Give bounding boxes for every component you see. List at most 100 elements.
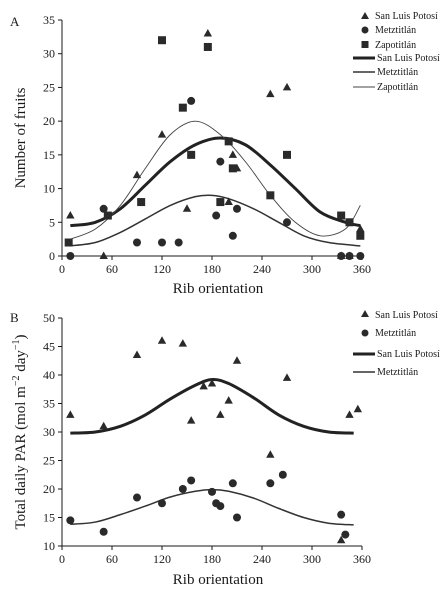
data-point-triangle: [132, 350, 142, 359]
data-point-circle: [266, 479, 275, 488]
panel-b-x-axis-title: Rib orientation: [173, 572, 264, 588]
x-tick-label: 0: [59, 262, 65, 276]
x-tick-label: 180: [203, 262, 221, 276]
data-point-square: [64, 238, 73, 247]
data-point-triangle: [207, 379, 217, 387]
legend-a-curve-label-slp: San Luis Potosí: [377, 53, 440, 64]
data-point-square: [345, 218, 354, 227]
data-point-triangle: [186, 416, 196, 424]
data-point-square: [224, 137, 233, 146]
x-tick-label: 300: [303, 262, 321, 276]
data-point-circle: [233, 513, 241, 522]
data-point-circle: [216, 502, 225, 511]
legend-b-curve-label-slp: San Luis Potosí: [377, 349, 440, 360]
legend-a-curve-label-zap: Zapotitlán: [377, 82, 418, 93]
data-point-triangle: [228, 150, 238, 158]
x-tick-label: 60: [106, 262, 118, 276]
y-tick-label: 10: [43, 182, 55, 196]
data-point-circle: [66, 252, 75, 260]
data-point-square: [187, 150, 196, 159]
data-point-square: [283, 150, 291, 159]
data-point-triangle: [356, 224, 365, 233]
panel-b-letter: B: [10, 310, 19, 325]
data-point-triangle: [99, 421, 108, 430]
data-point-triangle: [224, 197, 233, 206]
data-point-circle: [228, 231, 237, 240]
panel-a-x-axis-title: Rib orientation: [173, 281, 264, 297]
x-tick-label: 0: [59, 552, 65, 566]
y-tick-label: 20: [43, 114, 55, 128]
data-point-square: [178, 103, 187, 112]
data-point-triangle: [266, 89, 275, 98]
x-tick-label: 120: [153, 262, 171, 276]
x-tick-label: 240: [253, 262, 271, 276]
data-point-circle: [337, 252, 346, 260]
panel-a: A 0 5 10 15 20 25 30 35 0 60 120 180 240 300 360 Numb…: [10, 11, 440, 297]
data-point-circle: [158, 499, 166, 508]
fit-curve-0: [70, 136, 361, 228]
x-tick-label: 360: [353, 552, 371, 566]
data-point-square: [228, 164, 237, 173]
panel-a-curves: [70, 120, 361, 247]
data-point-triangle: [224, 396, 233, 404]
data-point-triangle: [157, 130, 167, 138]
data-point-triangle: [353, 404, 363, 413]
data-point-square: [203, 42, 212, 51]
data-point-triangle: [66, 410, 75, 418]
data-point-triangle: [132, 170, 142, 179]
panel-b-curves: [70, 378, 354, 526]
legend-a-curve-label-metz: Metztitlán: [377, 67, 418, 78]
panel-b-y-ticks: 10 15 20 25 30 35 40 45 50: [43, 311, 62, 553]
data-point-triangle: [216, 410, 225, 418]
panel-b-x-ticks: 0 60 120 180 240 300 360: [59, 546, 371, 566]
panel-b-y-title-mid: day: [13, 350, 29, 376]
legend-a-marker-slp: [361, 12, 369, 19]
y-tick-label: 25: [43, 80, 55, 94]
data-point-triangle: [199, 381, 208, 390]
data-point-circle: [216, 157, 225, 166]
legend-b-marker-slp: [361, 310, 369, 317]
fit-curve-1: [70, 194, 361, 247]
legend-b-label-slp: San Luis Potosí: [375, 310, 438, 321]
data-point-triangle: [157, 336, 167, 344]
panel-a-letter: A: [10, 14, 20, 29]
data-point-circle: [66, 516, 75, 525]
x-tick-label: 300: [303, 552, 321, 566]
y-tick-label: 35: [43, 13, 55, 27]
panel-a-points: [64, 28, 365, 260]
data-point-circle: [341, 530, 350, 539]
x-tick-label: 180: [203, 552, 221, 566]
panel-b-legend: San Luis Potosí Metztitlán San Luis Poto…: [353, 310, 440, 378]
data-point-triangle: [203, 28, 213, 37]
data-point-circle: [133, 493, 141, 502]
legend-b-label-metz: Metztitlán: [375, 328, 416, 339]
legend-a-label-slp: San Luis Potosí: [375, 11, 438, 22]
data-point-square: [356, 231, 365, 240]
y-tick-label: 35: [43, 397, 55, 411]
data-point-circle: [158, 238, 166, 247]
data-point-circle: [345, 252, 354, 260]
data-point-square: [137, 198, 146, 207]
legend-a-label-metz: Metztitlán: [375, 25, 416, 36]
data-point-circle: [233, 204, 241, 213]
data-point-circle: [187, 96, 196, 105]
y-tick-label: 30: [43, 425, 55, 439]
data-point-triangle: [266, 450, 275, 458]
legend-a-label-zap: Zapotitlán: [375, 40, 416, 51]
data-point-circle: [212, 211, 221, 220]
data-point-circle: [337, 510, 346, 519]
data-point-circle: [208, 487, 216, 496]
data-point-triangle: [282, 373, 292, 381]
data-point-circle: [99, 527, 108, 536]
legend-b-marker-metz: [361, 329, 369, 337]
data-point-triangle: [182, 204, 192, 212]
data-point-circle: [356, 252, 365, 260]
y-tick-label: 50: [43, 311, 55, 325]
x-tick-label: 240: [253, 552, 271, 566]
data-point-circle: [174, 238, 183, 247]
y-tick-label: 5: [49, 215, 55, 229]
panel-a-y-axis-title: Number of fruits: [13, 87, 29, 188]
data-point-triangle: [232, 356, 242, 364]
